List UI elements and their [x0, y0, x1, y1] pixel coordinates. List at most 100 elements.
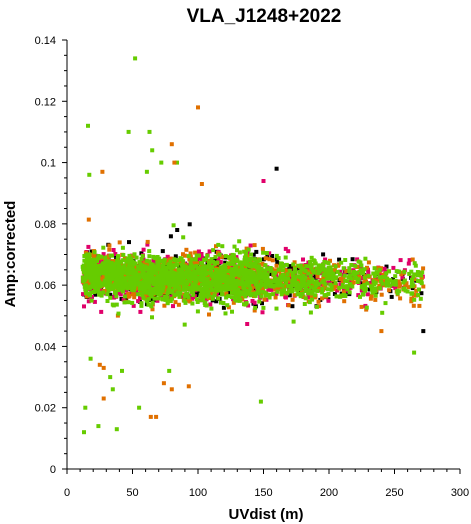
- data-point: [89, 261, 94, 266]
- data-point: [88, 275, 93, 280]
- data-point: [354, 276, 358, 280]
- data-point: [84, 294, 89, 299]
- data-point: [332, 292, 337, 296]
- data-point: [199, 182, 204, 186]
- data-point: [290, 289, 295, 294]
- data-point: [82, 430, 86, 435]
- data-point: [147, 129, 152, 134]
- data-point: [150, 273, 154, 278]
- data-point: [320, 296, 325, 301]
- data-point: [184, 298, 189, 303]
- data-point: [259, 294, 264, 299]
- data-point: [197, 253, 201, 258]
- data-point: [312, 293, 317, 298]
- data-point: [84, 259, 89, 264]
- data-point: [168, 276, 173, 281]
- data-point: [172, 277, 177, 282]
- data-point: [309, 294, 314, 299]
- data-point: [412, 350, 417, 355]
- data-point: [249, 293, 253, 298]
- data-point: [127, 266, 132, 271]
- data-point: [145, 267, 150, 272]
- data-point: [308, 260, 313, 264]
- data-point: [216, 296, 221, 301]
- data-point: [276, 256, 281, 261]
- data-point: [215, 269, 220, 274]
- data-point: [263, 256, 268, 261]
- data-point: [243, 294, 248, 299]
- data-point: [125, 268, 130, 273]
- data-point: [205, 276, 210, 281]
- data-point: [181, 259, 186, 264]
- data-point: [95, 259, 99, 263]
- data-point: [116, 264, 121, 269]
- data-point: [173, 254, 178, 259]
- data-point: [91, 290, 96, 294]
- data-point: [342, 293, 347, 298]
- data-point: [355, 280, 360, 284]
- data-point: [396, 279, 401, 284]
- data-point: [242, 249, 247, 254]
- data-point: [338, 277, 343, 281]
- data-point: [89, 258, 94, 262]
- data-point: [253, 282, 258, 287]
- data-point: [114, 273, 119, 278]
- data-point: [267, 295, 272, 300]
- data-point: [159, 279, 163, 284]
- data-point: [153, 288, 158, 293]
- data-point: [137, 275, 142, 280]
- data-point: [328, 258, 332, 263]
- data-point: [283, 255, 288, 260]
- data-point: [290, 270, 295, 275]
- data-point: [123, 276, 128, 281]
- data-point: [317, 304, 322, 309]
- data-point: [361, 287, 366, 292]
- data-point: [224, 291, 229, 296]
- data-point: [275, 277, 280, 282]
- data-point: [218, 268, 223, 273]
- data-point: [146, 275, 151, 279]
- data-point: [157, 267, 162, 272]
- data-point: [226, 269, 231, 273]
- data-point: [179, 257, 184, 261]
- data-point: [183, 280, 187, 285]
- data-point: [185, 291, 190, 296]
- data-point: [98, 284, 103, 289]
- data-point: [257, 299, 262, 304]
- data-point: [366, 273, 371, 278]
- data-point: [148, 414, 153, 419]
- data-point: [295, 288, 300, 293]
- data-point: [394, 269, 399, 274]
- data-point: [252, 272, 257, 277]
- data-point: [176, 302, 181, 307]
- data-point: [296, 284, 301, 289]
- data-point: [84, 274, 89, 278]
- data-point: [324, 260, 329, 265]
- data-point: [141, 247, 146, 252]
- data-point: [143, 278, 147, 283]
- data-point: [150, 315, 154, 320]
- data-point: [365, 281, 370, 286]
- data-point: [243, 281, 248, 286]
- data-point: [159, 160, 164, 165]
- data-point: [195, 300, 200, 304]
- data-point: [167, 288, 172, 293]
- data-point: [117, 261, 122, 266]
- data-point: [99, 293, 104, 298]
- data-point: [96, 256, 100, 261]
- data-point: [211, 248, 216, 253]
- data-point: [122, 300, 127, 305]
- data-point: [267, 251, 272, 256]
- data-point: [349, 276, 354, 281]
- data-point: [150, 300, 155, 305]
- data-point: [149, 298, 154, 303]
- data-point: [271, 284, 276, 289]
- data-point: [400, 275, 405, 280]
- data-point: [232, 290, 236, 295]
- data-point: [105, 278, 110, 283]
- data-point: [260, 287, 265, 292]
- data-point: [387, 288, 392, 293]
- data-point: [245, 285, 250, 290]
- data-point: [297, 269, 302, 274]
- data-point: [115, 277, 120, 282]
